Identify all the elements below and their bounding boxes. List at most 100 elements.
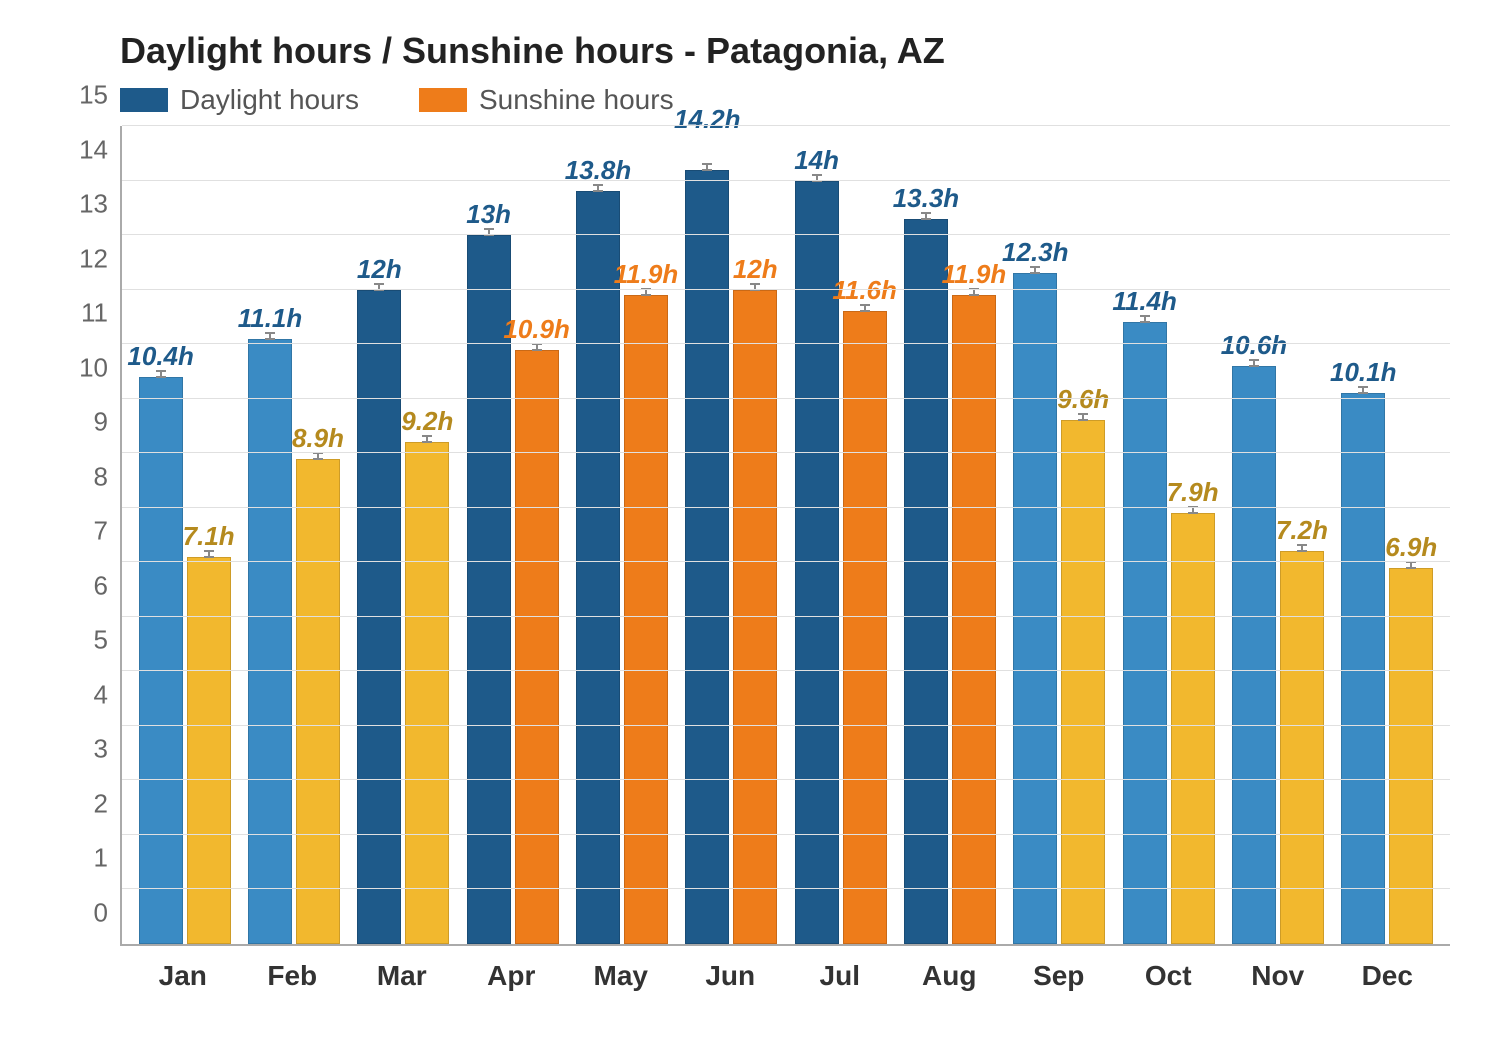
daylight-bar: 14.2h <box>685 170 729 944</box>
gridline <box>122 616 1450 617</box>
gridline <box>122 725 1450 726</box>
gridline <box>122 779 1450 780</box>
ytick-label: 6 <box>94 570 122 601</box>
gridline <box>122 452 1450 453</box>
xtick-label: Mar <box>347 960 457 992</box>
gridline <box>122 888 1450 889</box>
gridline <box>122 834 1450 835</box>
sunshine-bar: 7.9h <box>1171 513 1215 944</box>
daylight-bar: 12.3h <box>1013 273 1057 944</box>
sunshine-bar: 11.9h <box>952 295 996 944</box>
daylight-bar-label: 12.3h <box>1002 237 1069 274</box>
gridline <box>122 125 1450 126</box>
ytick-label: 11 <box>81 298 122 329</box>
sunshine-bar-label: 11.9h <box>614 259 679 296</box>
chart-legend: Daylight hours Sunshine hours <box>120 84 1450 116</box>
ytick-label: 0 <box>94 898 122 929</box>
gridline <box>122 398 1450 399</box>
xtick-label: Nov <box>1223 960 1333 992</box>
sunshine-bar: 9.2h <box>405 442 449 944</box>
xtick-label: Apr <box>457 960 567 992</box>
xtick-label: Oct <box>1114 960 1224 992</box>
sunshine-bar-label: 12h <box>733 254 778 291</box>
sunshine-bar: 11.6h <box>843 311 887 944</box>
month-group: 14.2h12h <box>677 126 786 944</box>
month-group: 13.8h11.9h <box>567 126 676 944</box>
plot-wrapper: 10.4h7.1h11.1h8.9h12h9.2h13h10.9h13.8h11… <box>120 126 1450 946</box>
xtick-label: Sep <box>1004 960 1114 992</box>
sunshine-bar: 9.6h <box>1061 420 1105 944</box>
sunshine-bar-label: 7.9h <box>1167 477 1219 514</box>
daylight-bar-label: 10.6h <box>1221 330 1288 367</box>
daylight-bar-label: 13.3h <box>893 183 960 220</box>
sunshine-bar-label: 7.2h <box>1276 515 1328 552</box>
ytick-label: 4 <box>94 679 122 710</box>
ytick-label: 13 <box>79 189 122 220</box>
daylight-bar-label: 14.2h <box>674 104 741 171</box>
xtick-label: May <box>566 960 676 992</box>
sunshine-bar: 7.2h <box>1280 551 1324 944</box>
legend-item-daylight: Daylight hours <box>120 84 359 116</box>
legend-item-sunshine: Sunshine hours <box>419 84 674 116</box>
gridline <box>122 670 1450 671</box>
month-group: 10.1h6.9h <box>1333 126 1442 944</box>
xtick-label: Jan <box>128 960 238 992</box>
ytick-label: 9 <box>94 407 122 438</box>
ytick-label: 3 <box>94 734 122 765</box>
daylight-bar-label: 14h <box>794 145 839 182</box>
xtick-label: Dec <box>1333 960 1443 992</box>
daylight-bar-label: 10.1h <box>1330 357 1397 394</box>
daylight-bar-label: 13.8h <box>565 155 632 192</box>
gridline <box>122 180 1450 181</box>
daylight-bar-label: 13h <box>466 199 511 236</box>
daylight-bar: 13.8h <box>576 191 620 944</box>
legend-label-daylight: Daylight hours <box>180 84 359 116</box>
sunshine-bar: 8.9h <box>296 459 340 944</box>
ytick-label: 10 <box>79 352 122 383</box>
xtick-label: Jul <box>785 960 895 992</box>
month-group: 12.3h9.6h <box>1005 126 1114 944</box>
month-group: 11.1h8.9h <box>239 126 348 944</box>
sunshine-bar-label: 9.2h <box>401 406 453 443</box>
daylight-bar: 11.4h <box>1123 322 1167 944</box>
month-group: 10.6h 7.2h <box>1223 126 1332 944</box>
plot-area: 10.4h7.1h11.1h8.9h12h9.2h13h10.9h13.8h11… <box>120 126 1450 946</box>
gridline <box>122 234 1450 235</box>
month-group: 14h 11.6h <box>786 126 895 944</box>
sunshine-bar-label: 7.1h <box>183 521 235 558</box>
ytick-label: 5 <box>94 625 122 656</box>
daylight-bar: 10.4h <box>139 377 183 944</box>
month-group: 11.4h7.9h <box>1114 126 1223 944</box>
daylight-bar-label: 11.4h <box>1112 286 1177 323</box>
ytick-label: 12 <box>79 243 122 274</box>
sunshine-bar-label: 6.9h <box>1385 532 1437 569</box>
month-group: 12h9.2h <box>349 126 458 944</box>
sunshine-bar-label: 11.9h <box>942 259 1007 296</box>
ytick-label: 2 <box>94 788 122 819</box>
xtick-label: Jun <box>676 960 786 992</box>
gridline <box>122 343 1450 344</box>
chart-title: Daylight hours / Sunshine hours - Patago… <box>120 30 1450 72</box>
gridline <box>122 561 1450 562</box>
month-group: 13h 10.9h <box>458 126 567 944</box>
ytick-label: 14 <box>79 134 122 165</box>
daylight-bar: 13.3h <box>904 219 948 944</box>
xtick-label: Aug <box>895 960 1005 992</box>
legend-label-sunshine: Sunshine hours <box>479 84 674 116</box>
daylight-bar-label: 11.1h <box>238 303 303 340</box>
daylight-bar: 11.1h <box>248 339 292 944</box>
chart-container: Daylight hours / Sunshine hours - Patago… <box>0 0 1500 1050</box>
ytick-label: 7 <box>94 516 122 547</box>
ytick-label: 15 <box>79 80 122 111</box>
sunshine-bar-label: 11.6h <box>832 275 897 312</box>
sunshine-bar-label: 10.9h <box>503 314 570 351</box>
month-group: 13.3h11.9h <box>895 126 1004 944</box>
sunshine-bar-label: 9.6h <box>1057 384 1109 421</box>
xtick-label: Feb <box>238 960 348 992</box>
legend-swatch-sunshine <box>419 88 467 112</box>
xaxis: JanFebMarAprMayJunJulAugSepOctNovDec <box>120 946 1450 992</box>
gridline <box>122 289 1450 290</box>
daylight-bar: 10.1h <box>1341 393 1385 944</box>
bars-row: 10.4h7.1h11.1h8.9h12h9.2h13h10.9h13.8h11… <box>122 126 1450 944</box>
daylight-bar-label: 10.4h <box>127 341 194 378</box>
